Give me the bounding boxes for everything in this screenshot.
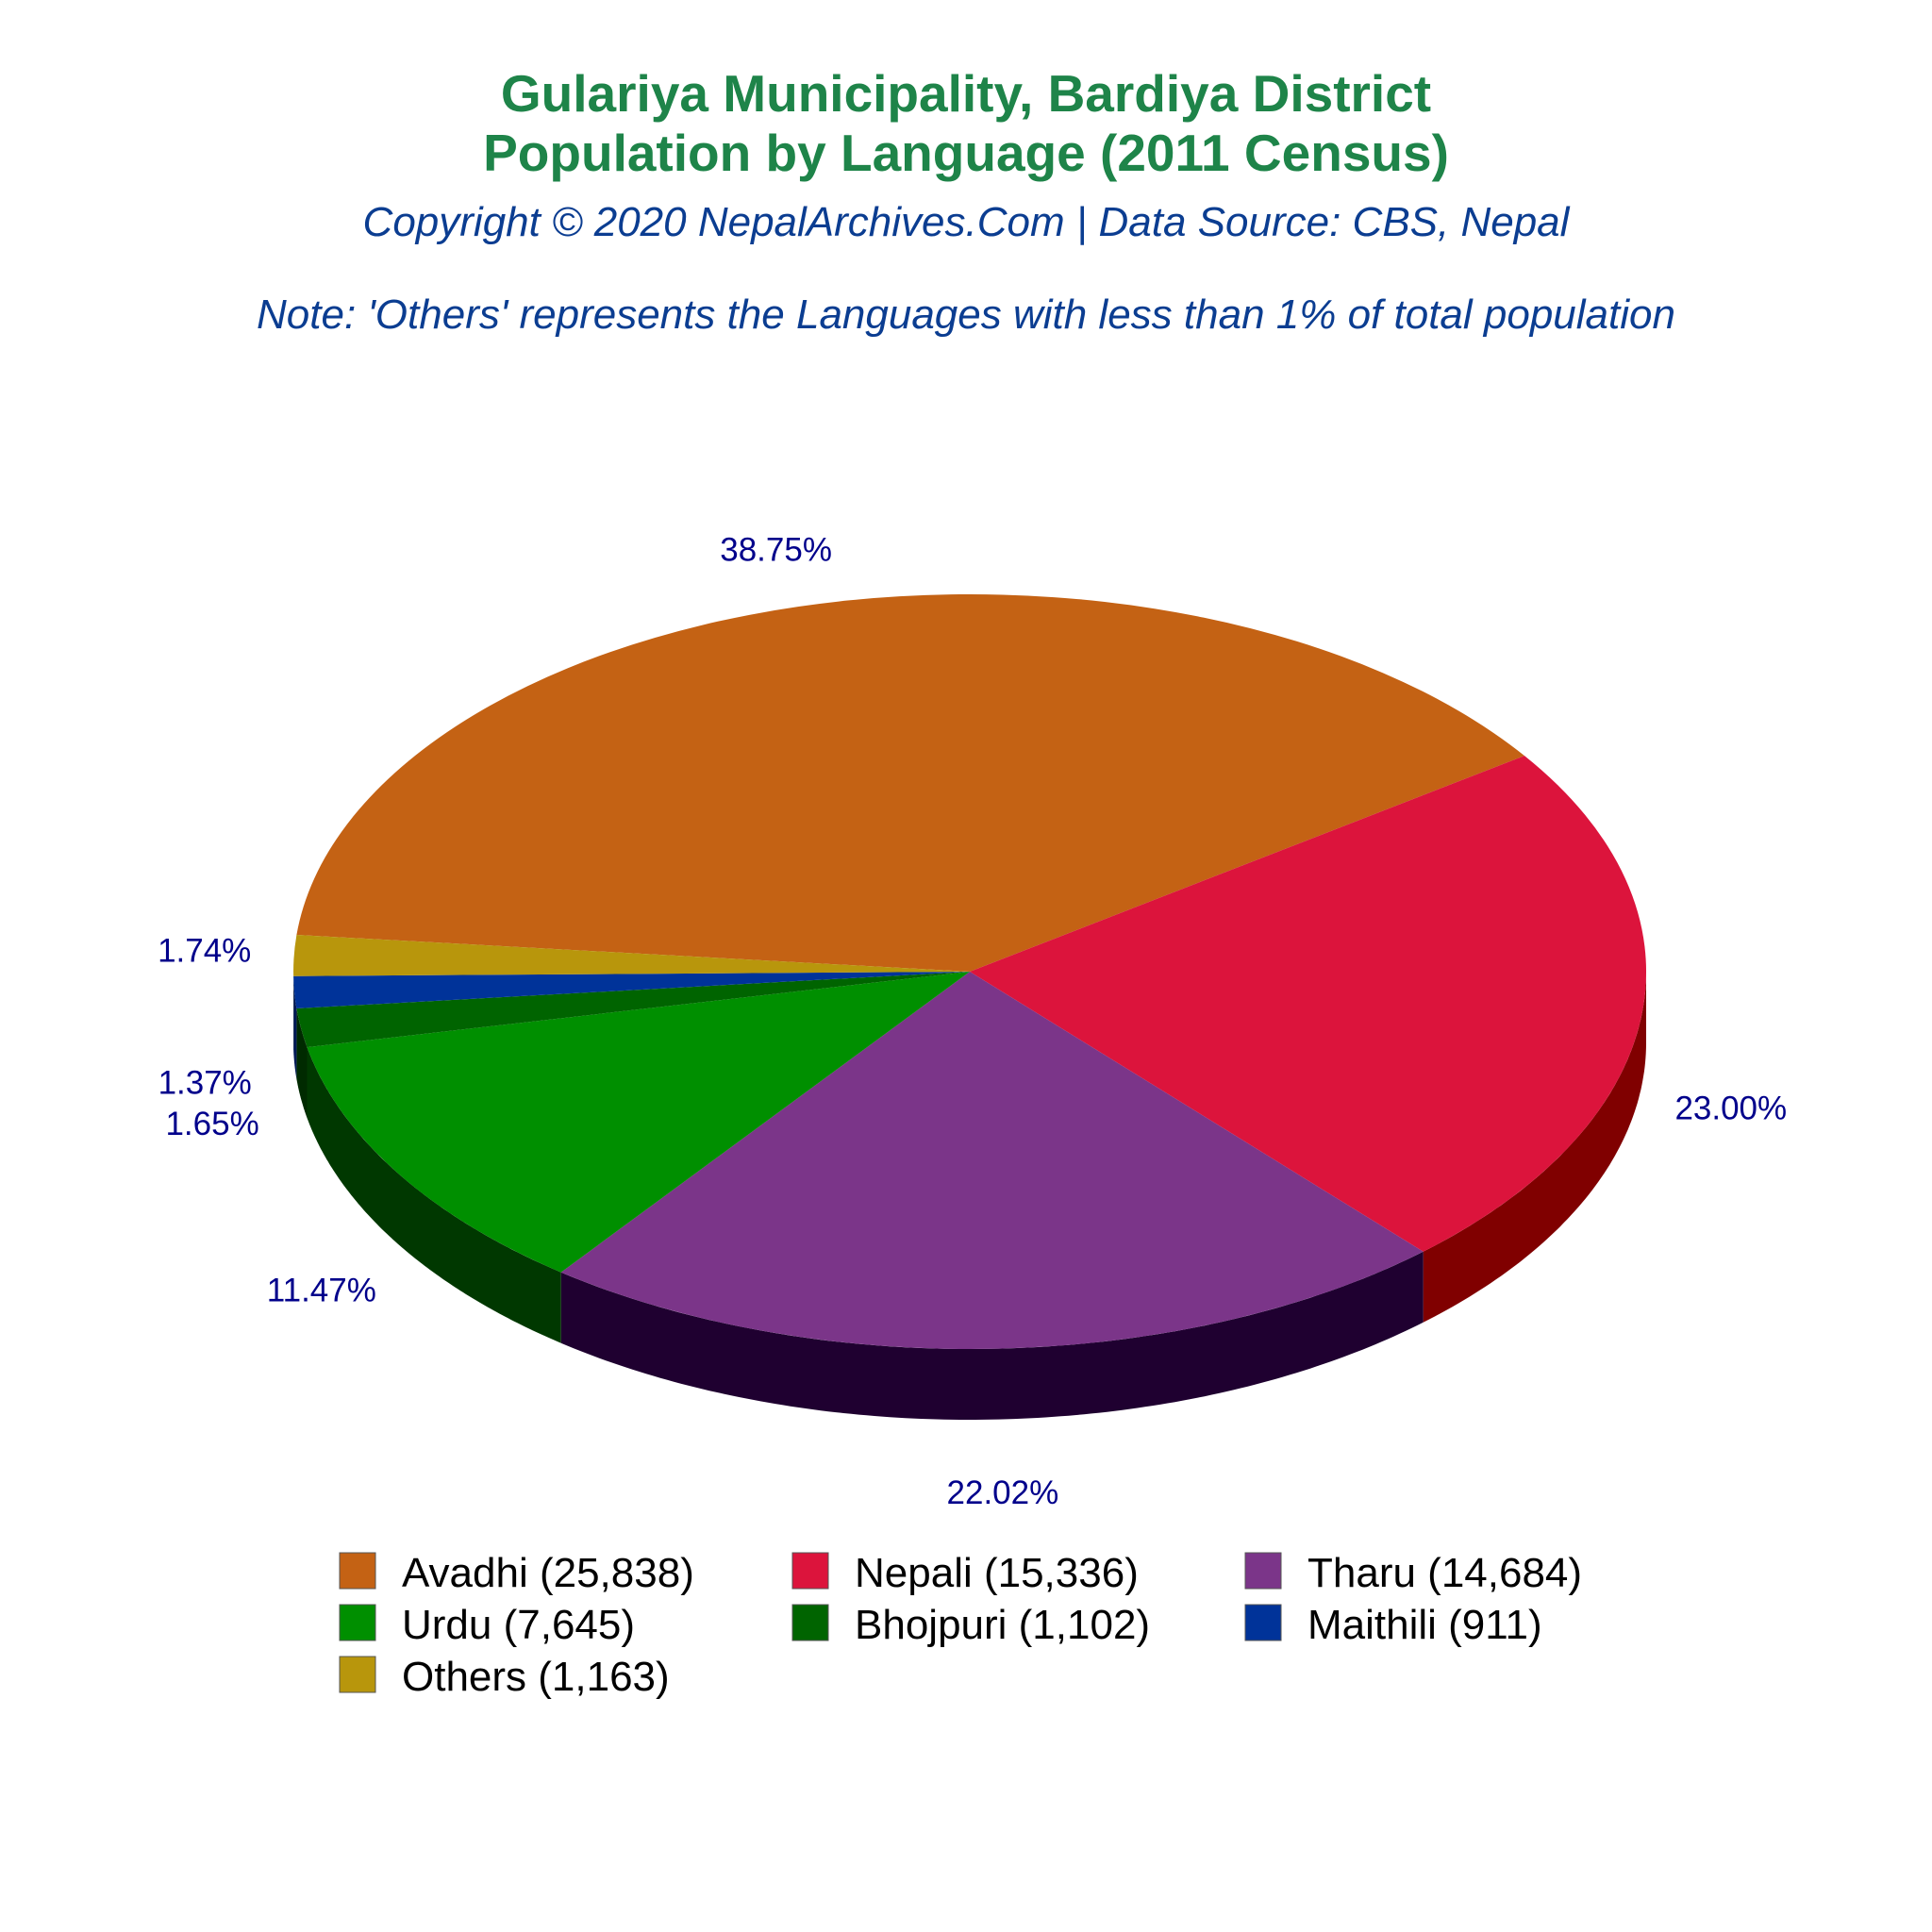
legend-label: Nepali (15,336) [855,1550,1139,1596]
legend-swatch [1244,1552,1282,1590]
slice-percent-label-2: 22.02% [947,1474,1059,1511]
slice-5 [293,972,971,1008]
slice-1 [970,756,1647,1252]
slice-2 [560,972,1424,1350]
slice-percent-label-1: 23.00% [1674,1090,1787,1126]
slice-side-5 [293,975,297,1079]
slice-4 [296,972,970,1048]
legend-swatch [339,1552,376,1590]
legend-label: Urdu (7,645) [402,1602,635,1648]
legend-label: Avadhi (25,838) [402,1550,694,1596]
slice-percent-label-0: 38.75% [720,531,832,568]
legend-item: Urdu (7,645) [339,1602,635,1648]
chart-title-line-1: Gulariya Municipality, Bardiya District [501,64,1431,123]
legend-label: Bhojpuri (1,102) [855,1602,1150,1648]
legend-label: Others (1,163) [402,1654,670,1700]
legend-label: Maithili (911) [1307,1602,1542,1648]
slice-6 [293,935,971,976]
chart-note: Note: 'Others' represents the Languages … [257,291,1675,338]
legend-item: Others (1,163) [339,1654,670,1700]
slice-0 [296,593,1524,972]
pie-side-walls [293,972,1646,1420]
slice-percent-label-3: 11.47% [267,1272,376,1308]
slice-side-2 [560,1251,1424,1420]
legend-swatch [791,1552,829,1590]
legend-swatch [339,1656,376,1693]
legend-item: Bhojpuri (1,102) [791,1602,1150,1648]
legend-item: Nepali (15,336) [791,1550,1139,1596]
chart-subtitle: Copyright © 2020 NepalArchives.Com | Dat… [363,199,1571,245]
chart-title-line-2: Population by Language (2011 Census) [483,124,1449,182]
pie-slices [293,593,1647,1350]
legend: Avadhi (25,838) Nepali (15,336) Tharu (14,… [339,1550,1582,1700]
slice-3 [307,972,970,1273]
legend-swatch [791,1604,829,1641]
legend-swatch [339,1604,376,1641]
legend-label: Tharu (14,684) [1307,1550,1582,1596]
slice-percent-label-4: 1.65% [165,1106,258,1142]
legend-item: Avadhi (25,838) [339,1550,694,1596]
slice-percent-label-6: 1.74% [158,933,251,970]
slice-percent-label-5: 1.37% [158,1064,252,1101]
legend-swatch [1244,1604,1282,1641]
slice-side-3 [307,1047,561,1343]
legend-item: Tharu (14,684) [1244,1550,1582,1596]
slice-side-4 [296,1008,308,1119]
pie-percent-labels: 38.75% 23.00% 22.02% 11.47% 1.65% 1.37% 1.74% [158,531,1787,1511]
legend-item: Maithili (911) [1244,1602,1542,1648]
slice-side-1 [1423,974,1646,1323]
